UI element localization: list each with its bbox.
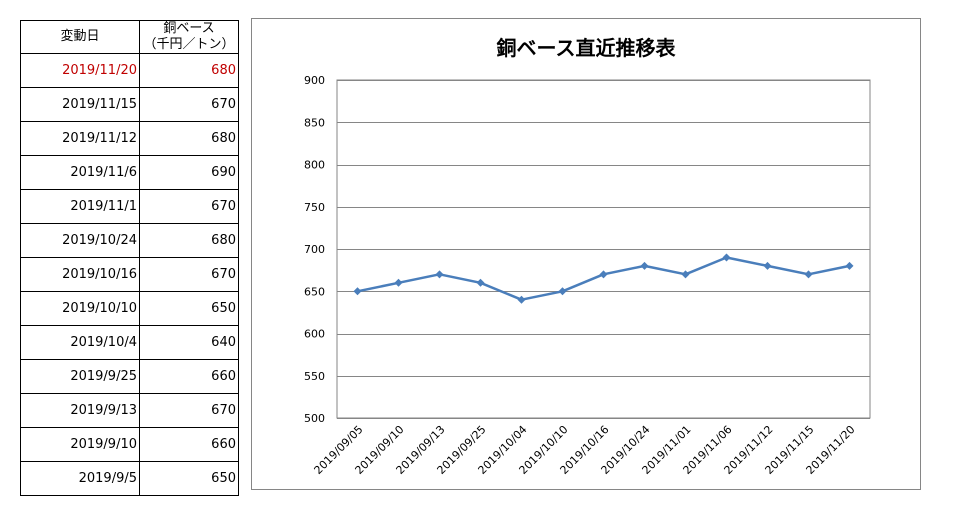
cell-date: 2019/11/15 <box>20 87 140 122</box>
y-tick-label: 500 <box>304 412 325 425</box>
data-point <box>394 278 403 287</box>
cell-date: 2019/10/16 <box>20 257 140 292</box>
table-row: 2019/11/15 670 <box>20 87 239 122</box>
cell-date: 2019/11/12 <box>20 121 140 156</box>
y-tick-label: 750 <box>304 201 325 214</box>
series-line <box>357 256 850 301</box>
price-table: 変動日 銅ベース （千円／トン） 2019/11/20 680 2019/11/15… <box>20 20 239 496</box>
cell-date: 2019/10/4 <box>20 325 140 360</box>
y-tick-label: 550 <box>304 370 325 383</box>
cell-price: 670 <box>139 189 239 224</box>
y-tick-label: 900 <box>304 74 325 87</box>
table-row: 2019/10/4 640 <box>20 325 239 360</box>
table-row: 2019/11/12 680 <box>20 121 239 156</box>
data-point <box>804 270 813 279</box>
cell-date: 2019/11/1 <box>20 189 140 224</box>
table-row: 2019/10/16 670 <box>20 257 239 292</box>
table-row: 2019/11/6 690 <box>20 155 239 190</box>
data-point <box>722 253 731 262</box>
cell-price: 690 <box>139 155 239 190</box>
cell-date: 2019/9/25 <box>20 359 140 394</box>
data-point <box>845 261 854 270</box>
y-tick-label: 700 <box>304 243 325 256</box>
header-price-line2: （千円／トン） <box>143 37 235 52</box>
cell-price: 670 <box>139 393 239 428</box>
data-point <box>517 295 526 304</box>
cell-date: 2019/11/6 <box>20 155 140 190</box>
data-point <box>476 278 485 287</box>
table-row: 2019/11/1 670 <box>20 189 239 224</box>
y-tick-label: 850 <box>304 116 325 129</box>
table-row: 2019/9/5 650 <box>20 461 239 496</box>
table-row: 2019/9/10 660 <box>20 427 239 462</box>
table-header-row: 変動日 銅ベース （千円／トン） <box>20 20 239 54</box>
header-date: 変動日 <box>20 20 140 54</box>
x-axis-ticks: 2019/09/052019/09/102019/09/132019/09/25… <box>312 423 858 477</box>
table-row: 2019/10/10 650 <box>20 291 239 326</box>
series <box>353 253 854 304</box>
header-price-line1: 銅ベース <box>163 21 215 36</box>
table-row: 2019/11/20 680 <box>20 53 239 88</box>
cell-price: 650 <box>139 291 239 326</box>
cell-price: 670 <box>139 257 239 292</box>
data-point <box>558 287 567 296</box>
data-point <box>763 261 772 270</box>
cell-date: 2019/9/5 <box>20 461 140 496</box>
data-point <box>640 261 649 270</box>
header-price: 銅ベース （千円／トン） <box>139 20 239 54</box>
line-chart: 銅ベース直近推移表 900 850 800 750 700 650 600 550 500 20… <box>304 36 871 477</box>
data-point <box>435 270 444 279</box>
y-tick-label: 600 <box>304 328 325 341</box>
cell-date: 2019/10/24 <box>20 223 140 258</box>
table-row: 2019/9/25 660 <box>20 359 239 394</box>
table-row: 2019/9/13 670 <box>20 393 239 428</box>
cell-price: 680 <box>139 121 239 156</box>
cell-date: 2019/10/10 <box>20 291 140 326</box>
y-tick-label: 800 <box>304 159 325 172</box>
cell-price: 660 <box>139 427 239 462</box>
table-body: 2019/11/20 680 2019/11/15 670 2019/11/12 680 2… <box>20 53 239 496</box>
table-row: 2019/10/24 680 <box>20 223 239 258</box>
cell-price: 680 <box>139 223 239 258</box>
data-point <box>681 270 690 279</box>
cell-date: 2019/9/10 <box>20 427 140 462</box>
cell-price: 680 <box>139 53 239 88</box>
y-tick-label: 650 <box>304 285 325 298</box>
cell-date: 2019/11/20 <box>20 53 140 88</box>
cell-price: 640 <box>139 325 239 360</box>
data-point <box>599 270 608 279</box>
cell-price: 650 <box>139 461 239 496</box>
data-point <box>353 287 362 296</box>
cell-date: 2019/9/13 <box>20 393 140 428</box>
y-axis-ticks: 900 850 800 750 700 650 600 550 500 <box>304 74 325 425</box>
chart-frame: 銅ベース直近推移表 900 850 800 750 700 650 600 550 500 20… <box>251 18 921 490</box>
chart-title: 銅ベース直近推移表 <box>497 36 677 60</box>
cell-price: 660 <box>139 359 239 394</box>
grid <box>336 79 871 419</box>
cell-price: 670 <box>139 87 239 122</box>
